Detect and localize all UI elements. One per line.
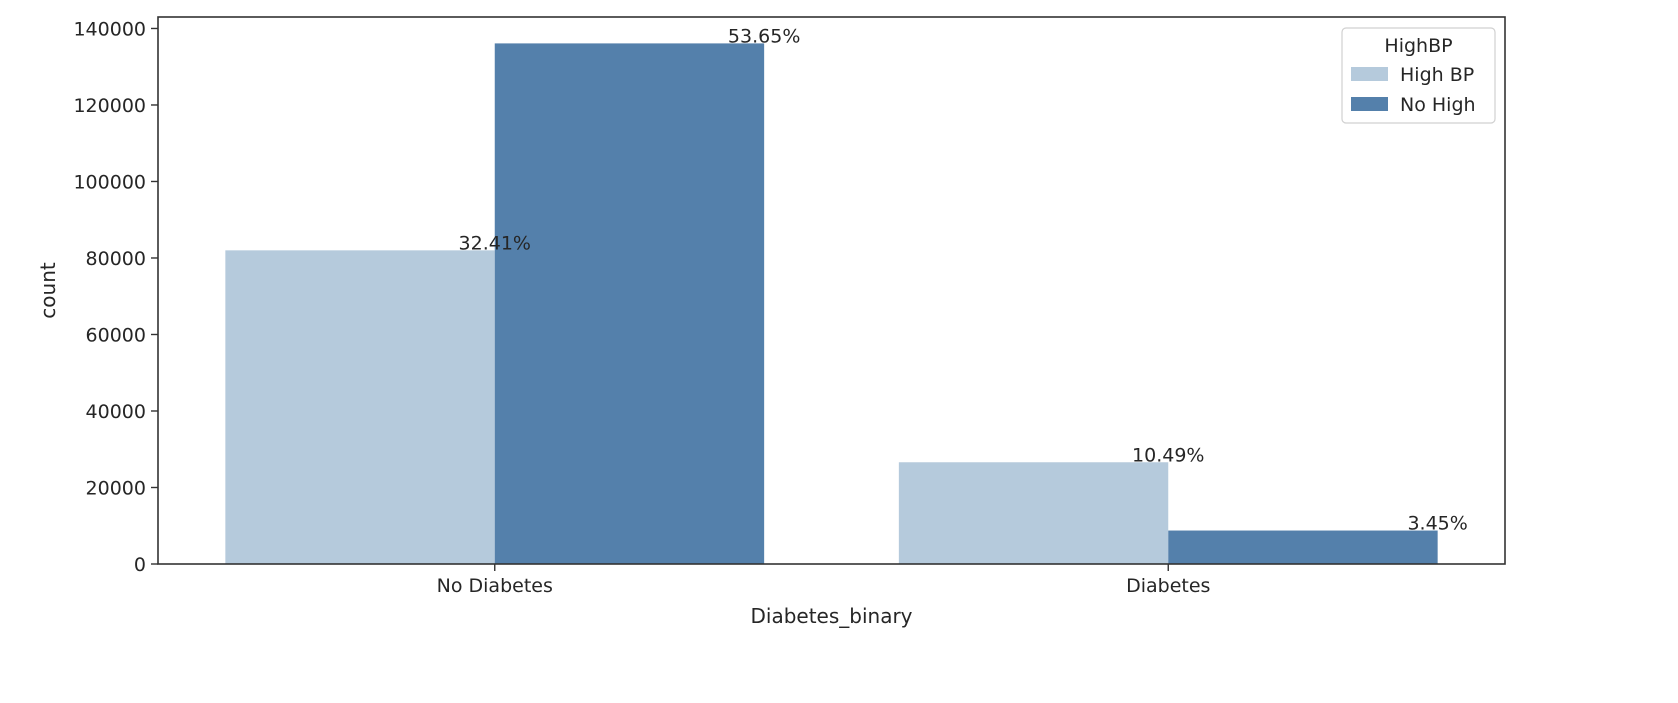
bar (898, 462, 1169, 564)
y-tick-label: 60000 (86, 324, 146, 346)
bar (1168, 530, 1438, 564)
data-labels-layer: 32.41% 53.65% 10.49% 3.45% (459, 25, 1468, 534)
y-axis: 0 20000 40000 60000 80000 100000 120000 140000 (73, 18, 158, 576)
plot-frame (157, 16, 1506, 565)
x-axis-title: Diabetes_binary (750, 604, 912, 628)
y-tick-label: 120000 (73, 95, 146, 117)
x-tick-label: No Diabetes (437, 575, 553, 597)
y-tick-label: 40000 (86, 401, 146, 423)
bar-value-label: 3.45% (1407, 513, 1467, 535)
legend-entries: High BP No High (1351, 64, 1476, 116)
bar-value-label: 53.65% (728, 25, 800, 47)
y-axis-title: count (36, 262, 60, 319)
y-tick-label: 80000 (86, 248, 146, 270)
x-tick-label: Diabetes (1126, 575, 1210, 597)
legend-label: High BP (1400, 64, 1474, 86)
legend-title: HighBP (1384, 35, 1452, 57)
x-axis: No Diabetes Diabetes (437, 564, 1210, 597)
bar (494, 43, 765, 565)
legend-swatch (1351, 67, 1388, 81)
bars-layer (225, 43, 1438, 565)
bar (225, 250, 495, 564)
y-tick-label: 100000 (73, 171, 146, 193)
legend-swatch (1351, 97, 1388, 111)
legend-label: No High (1400, 94, 1476, 116)
bar-value-label: 32.41% (459, 232, 531, 254)
bar-value-label: 10.49% (1132, 444, 1204, 466)
y-tick-label: 140000 (73, 18, 146, 40)
y-tick-label: 20000 (86, 477, 146, 499)
legend: HighBP High BP No High (1341, 27, 1496, 124)
y-tick-label: 0 (134, 554, 146, 576)
